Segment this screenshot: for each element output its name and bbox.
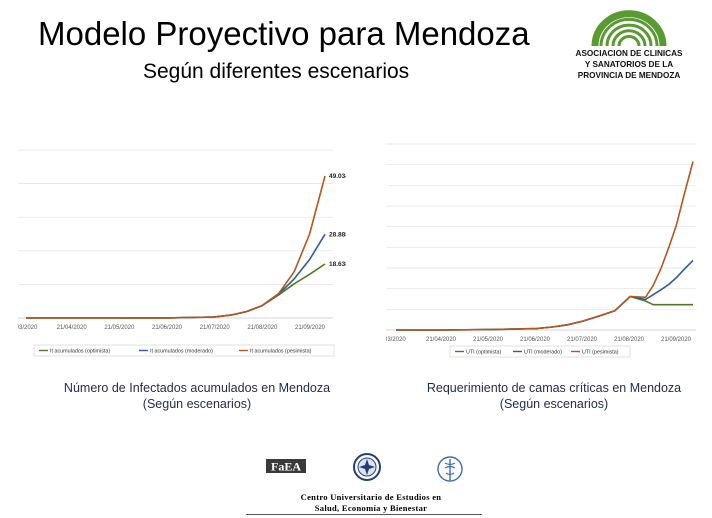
end-value-label: 49.034 xyxy=(329,173,346,180)
footer-institution: Centro Universitario de Estudios en Salu… xyxy=(262,492,480,514)
logo-arch-band xyxy=(617,35,641,47)
x-tick-label: 21/04/2020 xyxy=(57,325,88,331)
logo-arch-band xyxy=(591,10,667,47)
arch-emblem xyxy=(591,10,667,47)
logo-arch-band xyxy=(599,17,659,47)
legend-label: UTI (moderado) xyxy=(524,350,562,356)
footer-divider xyxy=(246,514,482,515)
x-tick-label: 21/05/2020 xyxy=(473,337,504,343)
series-line xyxy=(396,259,694,331)
caption-line: Número de Infectados acumulados en Mendo… xyxy=(63,381,331,395)
legend-label: UTI (pesimista) xyxy=(582,350,619,356)
legend-label: It acumulados (moderado) xyxy=(150,349,213,355)
footer-line-2: Salud, Economía y Bienestar xyxy=(314,503,428,513)
legend-box xyxy=(33,344,335,357)
legend-box xyxy=(449,345,631,358)
caption-line: (Según escenarios) xyxy=(142,397,252,411)
caption-line: Requerimiento de camas críticas en Mendo… xyxy=(426,381,682,395)
x-tick-label: 21/09/2020 xyxy=(661,337,692,343)
x-tick-label: 21/04/2020 xyxy=(426,337,457,343)
series-line xyxy=(396,295,693,331)
series-line xyxy=(26,175,326,319)
x-tick-label: 21/08/2020 xyxy=(614,337,645,343)
x-tick-label: 21/06/2020 xyxy=(520,337,551,343)
x-tick-label: 21/06/2020 xyxy=(152,325,183,331)
caption-line: (Según escenarios) xyxy=(499,397,609,411)
end-value-label: 18.638 xyxy=(329,261,346,268)
university-shield-logo xyxy=(353,453,381,481)
footer-line-1: Centro Universitario de Estudios en xyxy=(300,492,442,502)
logo-line-1: ASOCIACION DE CLINICAS xyxy=(576,49,683,58)
legend-label: It acumulados (pesimista) xyxy=(250,349,312,355)
x-tick-label: 21/07/2020 xyxy=(200,325,231,331)
faea-logo-text: FaEA xyxy=(271,460,301,474)
page-title: Modelo Proyectivo para Mendoza xyxy=(38,15,530,52)
infected-chart-caption: Número de Infectados acumulados en Mendo… xyxy=(52,380,342,412)
page-subtitle: Según diferentes escenarios xyxy=(143,60,410,83)
infected-chart: 1/03/2020 21/04/2020 21/05/2020 21/06/2020 2… xyxy=(18,149,346,357)
logo-arch-band xyxy=(611,29,647,47)
x-tick-label: /03/2020 xyxy=(386,337,406,343)
logo-arch-band xyxy=(605,23,653,47)
x-tick-label: 21/08/2020 xyxy=(247,325,278,331)
x-tick-label: 1/03/2020 xyxy=(18,325,38,331)
icu-chart-caption: Requerimiento de camas críticas en Mendo… xyxy=(410,380,698,412)
series-line xyxy=(26,233,326,319)
logo-line-3: PROVINCIA DE MENDOZA xyxy=(578,71,681,80)
association-logo: ASOCIACION DE CLINICAS Y SANATORIOS DE L… xyxy=(576,10,683,80)
icu-beds-chart: /03/2020 21/04/2020 21/05/2020 21/06/2020 21… xyxy=(386,143,696,358)
series-line xyxy=(396,161,694,331)
faea-logo: FaEA xyxy=(264,456,308,476)
legend-label: UTI (optimista) xyxy=(466,350,502,356)
logo-line-2: Y SANATORIOS DE LA xyxy=(585,60,673,69)
x-tick-label: 21/09/2020 xyxy=(295,325,326,331)
health-caduceus-logo xyxy=(437,456,463,482)
x-tick-label: 21/07/2020 xyxy=(567,337,598,343)
end-value-label: 28.888 xyxy=(329,231,346,238)
x-tick-label: 21/05/2020 xyxy=(104,325,135,331)
legend-label: It acumulados (optimista) xyxy=(50,349,110,355)
